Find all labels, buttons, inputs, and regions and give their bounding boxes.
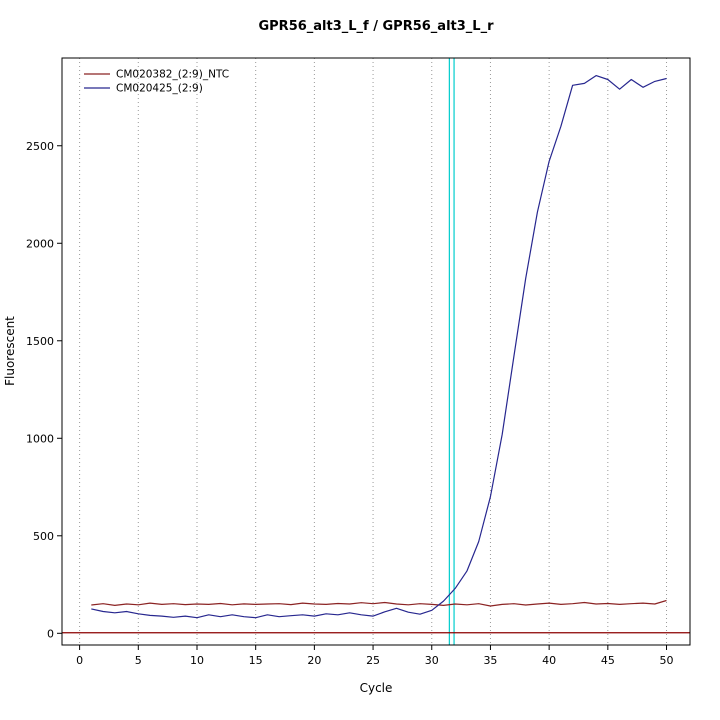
y-tick-label: 500 <box>33 530 54 543</box>
ct-threshold-markers <box>62 58 690 645</box>
y-tick-label: 1500 <box>26 335 54 348</box>
x-tick-label: 35 <box>483 654 497 667</box>
y-axis-title: Fluorescent <box>3 316 17 386</box>
x-tick-label: 50 <box>660 654 674 667</box>
series-line-1 <box>91 74 667 619</box>
x-tick-label: 40 <box>542 654 556 667</box>
legend-label-0: CM020382_(2:9)_NTC <box>116 69 229 81</box>
series-line-0 <box>91 599 667 607</box>
x-tick-label: 25 <box>366 654 380 667</box>
chart-title: GPR56_alt3_L_f / GPR56_alt3_L_r <box>258 19 494 34</box>
x-tick-label: 20 <box>307 654 321 667</box>
data-series <box>91 74 667 619</box>
plot-border <box>61 57 691 646</box>
y-tick-label: 2000 <box>26 237 54 250</box>
legend-label-1: CM020425_(2:9) <box>116 83 203 95</box>
x-tick-label: 30 <box>425 654 439 667</box>
x-axis-title: Cycle <box>360 681 393 695</box>
x-tick-label: 0 <box>76 654 83 667</box>
x-tick-label: 10 <box>190 654 204 667</box>
x-tick-label: 5 <box>135 654 142 667</box>
y-tick-label: 0 <box>47 627 54 640</box>
x-tick-label: 45 <box>601 654 615 667</box>
y-tick-label: 1000 <box>26 432 54 445</box>
x-tick-label: 15 <box>249 654 263 667</box>
grid-lines <box>79 58 668 645</box>
legend: CM020382_(2:9)_NTC CM020425_(2:9) <box>84 69 229 95</box>
y-tick-label: 2500 <box>26 140 54 153</box>
